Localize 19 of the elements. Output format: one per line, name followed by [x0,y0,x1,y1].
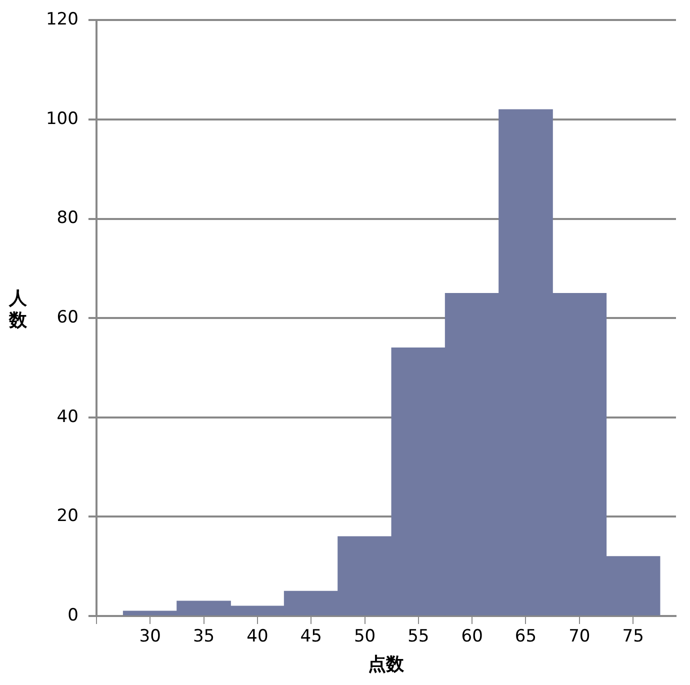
y-axis-title: 人数 [8,288,28,332]
y-tick-label: 120 [46,10,78,30]
y-tick-label: 100 [46,108,78,129]
x-tick-label: 30 [139,626,161,647]
x-tick-label: 70 [568,626,590,647]
x-tick-label: 45 [300,626,322,647]
x-tick-label: 40 [246,626,268,647]
y-tick-label: 40 [56,406,78,427]
y-tick-label: 60 [56,308,78,328]
x-tick-label: 55 [408,626,430,647]
y-tick-label: 0 [68,605,78,626]
x-tick-label: 60 [461,626,483,647]
y-tick-label: 80 [56,208,78,228]
x-tick-label: 75 [622,626,644,647]
x-tick-label: 65 [514,626,537,647]
y-tick-label: 20 [56,506,78,526]
x-axis-title: 点数 [368,654,406,675]
x-tick-label: 50 [354,626,376,647]
x-tick-label: 35 [192,626,215,647]
